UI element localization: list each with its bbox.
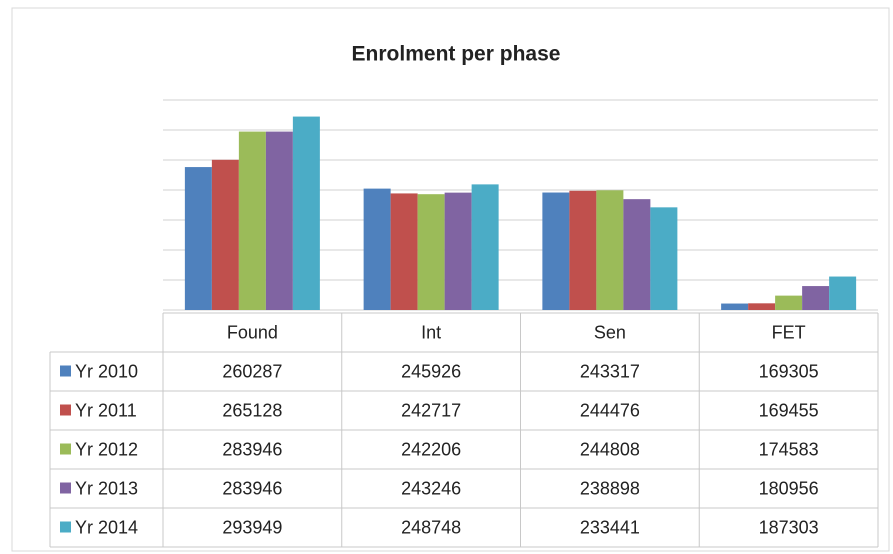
legend-label: Yr 2010 [75, 361, 138, 381]
legend-label: Yr 2012 [75, 439, 138, 459]
table-value: 242206 [401, 439, 461, 459]
bar [363, 188, 391, 310]
table-value: 248748 [401, 517, 461, 537]
table-value: 283946 [222, 478, 282, 498]
legend-label: Yr 2014 [75, 517, 138, 537]
bar [721, 303, 749, 310]
bar [748, 303, 776, 310]
legend-swatch [60, 365, 71, 377]
table-value: 243246 [401, 478, 461, 498]
table-value: 243317 [580, 361, 640, 381]
legend-label: Yr 2011 [75, 400, 137, 420]
table-value: 265128 [222, 400, 282, 420]
bar [417, 194, 445, 310]
table-value: 169455 [759, 400, 819, 420]
bar [471, 184, 499, 310]
bar [265, 131, 293, 310]
table-value: 238898 [580, 478, 640, 498]
x-tick-label: Int [421, 322, 441, 342]
table-value: 244476 [580, 400, 640, 420]
table-value: 260287 [222, 361, 282, 381]
legend-label: Yr 2013 [75, 478, 138, 498]
bar [238, 131, 266, 310]
table-value: 169305 [759, 361, 819, 381]
bar [390, 193, 418, 310]
bar [829, 276, 857, 310]
table-value: 233441 [580, 517, 640, 537]
table-value: 293949 [222, 517, 282, 537]
x-tick-label: FET [772, 322, 806, 342]
bar [184, 167, 212, 310]
table-value: 283946 [222, 439, 282, 459]
x-tick-label: Found [227, 322, 278, 342]
bar [292, 116, 320, 310]
bar [650, 207, 678, 310]
legend-swatch [60, 521, 71, 533]
table-value: 180956 [759, 478, 819, 498]
legend-swatch [60, 482, 71, 494]
legend-swatch [60, 443, 71, 455]
bar [596, 190, 624, 310]
bar [542, 192, 570, 310]
x-tick-label: Sen [594, 322, 626, 342]
table-value: 244808 [580, 439, 640, 459]
bar [211, 159, 239, 310]
bar [775, 295, 803, 310]
table-value: 174583 [759, 439, 819, 459]
bar [623, 199, 651, 310]
table-value: 187303 [759, 517, 819, 537]
table-value: 245926 [401, 361, 461, 381]
legend-swatch [60, 404, 71, 416]
bar [802, 286, 830, 310]
table-value: 242717 [401, 400, 461, 420]
chart-title: Enrolment per phase [352, 43, 561, 66]
bar [444, 192, 472, 310]
bar [569, 190, 597, 310]
